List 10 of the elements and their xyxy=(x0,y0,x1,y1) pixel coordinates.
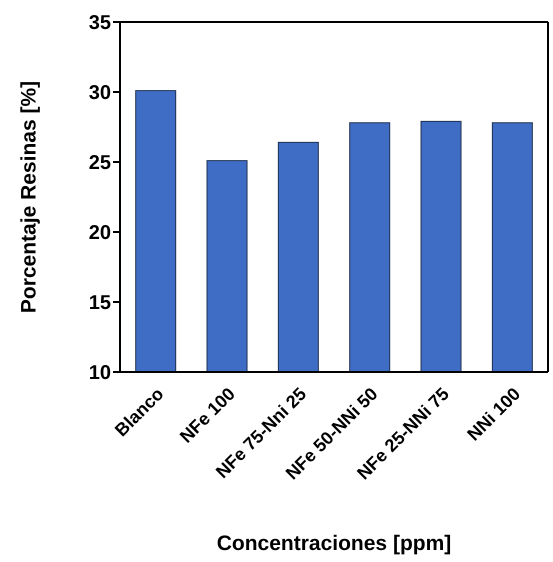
y-tick-label: 35 xyxy=(88,12,111,34)
x-axis-title: Concentraciones [ppm] xyxy=(216,532,452,555)
x-tick-label: NNi 100 xyxy=(463,384,524,445)
y-tick-label: 30 xyxy=(88,82,111,104)
y-tick-label: 10 xyxy=(88,362,111,384)
y-tick-label: 25 xyxy=(88,152,111,174)
y-tick-label: 20 xyxy=(88,222,111,244)
y-tick-label: 15 xyxy=(88,292,111,314)
y-axis-title: Porcentaje Resinas [%] xyxy=(17,80,40,314)
x-tick-label: NFe 100 xyxy=(176,384,239,447)
